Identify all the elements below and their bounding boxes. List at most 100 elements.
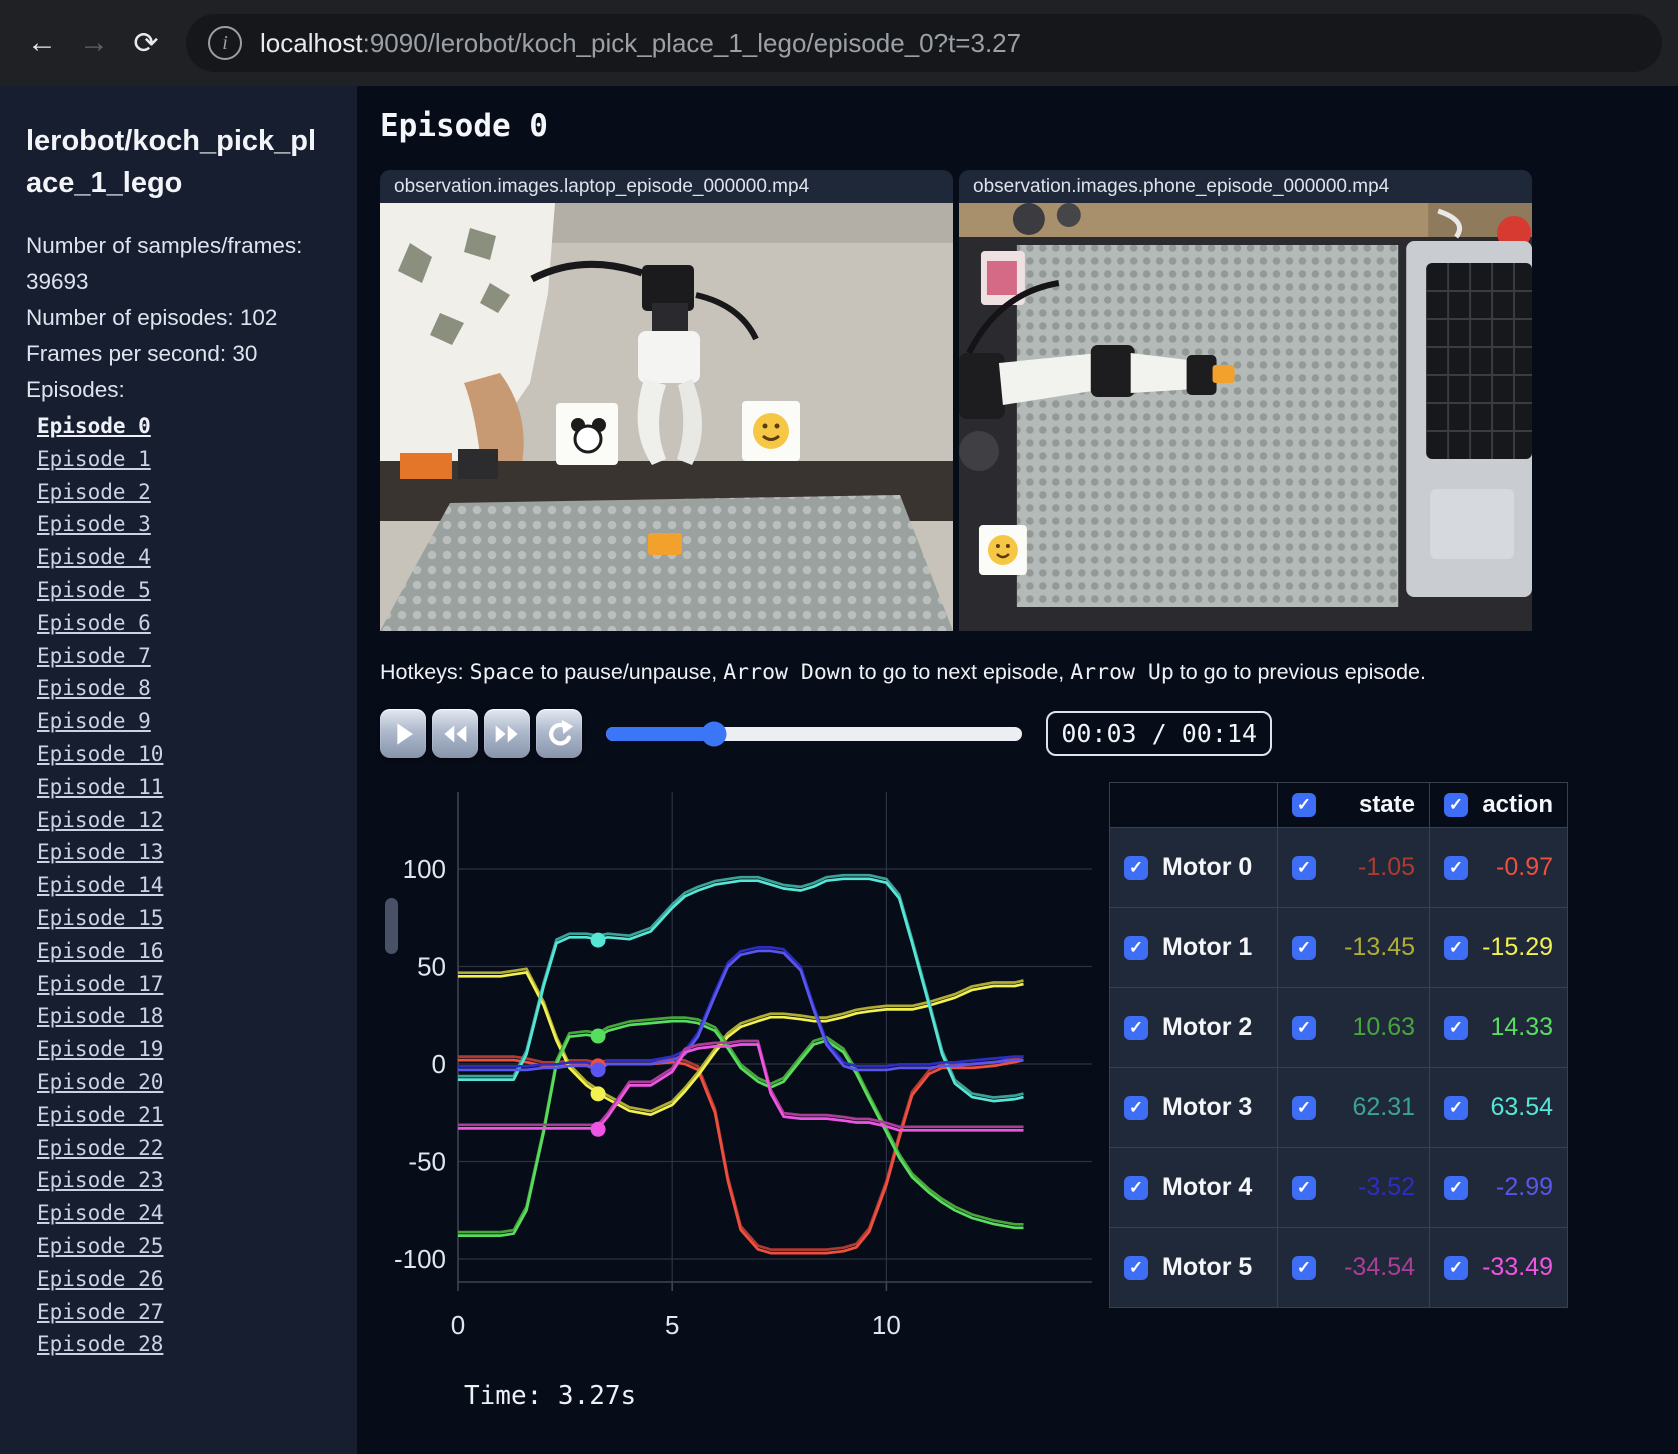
- play-icon: [397, 722, 413, 745]
- episode-link[interactable]: Episode 17: [37, 971, 164, 996]
- address-bar[interactable]: i localhost:9090/lerobot/koch_pick_place…: [186, 14, 1662, 72]
- state-checkbox[interactable]: ✓: [1292, 1255, 1316, 1280]
- motor-checkbox[interactable]: ✓: [1124, 1015, 1148, 1040]
- action-header-checkbox[interactable]: ✓: [1444, 793, 1468, 817]
- action-checkbox[interactable]: ✓: [1444, 935, 1468, 960]
- reload-icon[interactable]: ⟳: [133, 26, 159, 60]
- episode-link[interactable]: Episode 0: [37, 414, 151, 438]
- hotkey-arrow-down: Arrow Down: [723, 660, 853, 685]
- video-panel-phone: observation.images.phone_episode_000000.…: [959, 170, 1532, 631]
- episode-link[interactable]: Episode 28: [37, 1332, 164, 1357]
- site-info-icon[interactable]: i: [208, 26, 242, 60]
- motor-row: ✓ Motor 1 ✓ -13.45 ✓ -15.29: [1109, 907, 1568, 988]
- episode-link[interactable]: Episode 6: [37, 610, 151, 635]
- action-checkbox[interactable]: ✓: [1444, 1255, 1468, 1280]
- laptop-keyboard: [1426, 263, 1532, 459]
- motor-label: Motor 4: [1162, 1173, 1253, 1201]
- episode-link[interactable]: Episode 25: [37, 1233, 164, 1258]
- episode-link[interactable]: Episode 9: [37, 709, 151, 734]
- episode-link[interactable]: Episode 10: [37, 741, 164, 766]
- fast-forward-icon: [495, 725, 518, 742]
- action-checkbox[interactable]: ✓: [1444, 1175, 1468, 1200]
- episode-link[interactable]: Episode 15: [37, 905, 164, 930]
- fast-forward-button[interactable]: [484, 709, 530, 758]
- episode-link[interactable]: Episode 4: [37, 545, 151, 570]
- playback-controls: 00:03 / 00:14: [380, 709, 1272, 758]
- time-display: 00:03 / 00:14: [1046, 711, 1272, 756]
- episode-link[interactable]: Episode 1: [37, 446, 151, 471]
- episode-link[interactable]: Episode 23: [37, 1168, 164, 1193]
- url-path: :9090/lerobot/koch_pick_place_1_lego/epi…: [362, 27, 1022, 58]
- action-checkbox[interactable]: ✓: [1444, 1095, 1468, 1120]
- motor-checkbox[interactable]: ✓: [1124, 1255, 1148, 1280]
- stat-samples: Number of samples/frames: 39693: [26, 233, 303, 294]
- svg-text:0: 0: [451, 1310, 465, 1340]
- motor-chart[interactable]: 100 50 0 -50 -100 0 5 10: [380, 782, 1097, 1360]
- episode-link[interactable]: Episode 8: [37, 676, 151, 701]
- forward-icon[interactable]: →: [79, 26, 109, 59]
- episode-link[interactable]: Episode 20: [37, 1069, 164, 1094]
- video-laptop[interactable]: [380, 203, 953, 631]
- episode-link[interactable]: Episode 19: [37, 1037, 164, 1062]
- episode-list: Episode 0 Episode 1 Episode 2 Episode 3 Epis…: [26, 410, 357, 1361]
- episode-link[interactable]: Episode 24: [37, 1201, 164, 1226]
- video-panel-laptop: observation.images.laptop_episode_000000…: [380, 170, 953, 631]
- motor-checkbox[interactable]: ✓: [1124, 1095, 1148, 1120]
- episode-link[interactable]: Episode 18: [37, 1004, 164, 1029]
- episode-link[interactable]: Episode 14: [37, 873, 164, 898]
- page-title: Episode 0: [380, 108, 548, 144]
- state-value: -13.45: [1344, 933, 1415, 961]
- motor-label: Motor 1: [1162, 933, 1253, 961]
- svg-text:5: 5: [665, 1310, 679, 1340]
- robot-camera: [642, 265, 694, 311]
- state-checkbox[interactable]: ✓: [1292, 1175, 1316, 1200]
- slider-fill: [606, 726, 715, 741]
- episode-link[interactable]: Episode 11: [37, 774, 164, 799]
- lego-brick: [1212, 365, 1235, 383]
- slider-thumb[interactable]: [701, 721, 727, 746]
- loop-button[interactable]: [536, 709, 582, 758]
- episode-link[interactable]: Episode 12: [37, 807, 164, 832]
- laptop-trackpad: [1430, 489, 1515, 559]
- episode-link[interactable]: Episode 2: [37, 479, 151, 504]
- episode-link[interactable]: Episode 7: [37, 643, 151, 668]
- seek-slider[interactable]: [606, 721, 1023, 746]
- svg-text:0: 0: [432, 1049, 446, 1079]
- episode-link[interactable]: Episode 3: [37, 512, 151, 537]
- video-phone[interactable]: [959, 203, 1532, 631]
- episode-link[interactable]: Episode 21: [37, 1102, 164, 1127]
- state-value: 10.63: [1352, 1013, 1415, 1041]
- play-button[interactable]: [380, 709, 426, 758]
- state-checkbox[interactable]: ✓: [1292, 1015, 1316, 1040]
- state-header-checkbox[interactable]: ✓: [1292, 793, 1316, 817]
- action-value: -2.99: [1496, 1173, 1553, 1201]
- state-checkbox[interactable]: ✓: [1292, 935, 1316, 960]
- motor-checkbox[interactable]: ✓: [1124, 935, 1148, 960]
- motor-checkbox[interactable]: ✓: [1124, 1175, 1148, 1200]
- state-checkbox[interactable]: ✓: [1292, 855, 1316, 880]
- episode-link[interactable]: Episode 27: [37, 1299, 164, 1324]
- robot-finger-right: [677, 379, 702, 465]
- action-value: 14.33: [1490, 1013, 1553, 1041]
- state-checkbox[interactable]: ✓: [1292, 1095, 1316, 1120]
- rewind-icon: [444, 725, 467, 742]
- svg-text:-100: -100: [394, 1244, 446, 1274]
- episode-link[interactable]: Episode 22: [37, 1135, 164, 1160]
- episode-link[interactable]: Episode 5: [37, 577, 151, 602]
- episode-link[interactable]: Episode 26: [37, 1266, 164, 1291]
- back-icon[interactable]: ←: [27, 26, 57, 59]
- hotkeys-text: Hotkeys: Space to pause/unpause, Arrow D…: [380, 660, 1426, 685]
- scrollbar-thumb[interactable]: [385, 898, 398, 954]
- action-value: -0.97: [1496, 853, 1553, 881]
- action-value: -15.29: [1482, 933, 1553, 961]
- browser-chrome: ← → ⟳ i localhost:9090/lerobot/koch_pick…: [0, 0, 1678, 86]
- motor-checkbox[interactable]: ✓: [1124, 855, 1148, 880]
- state-header: state: [1358, 791, 1415, 818]
- action-checkbox[interactable]: ✓: [1444, 855, 1468, 880]
- motor-row: ✓ Motor 5 ✓ -34.54 ✓ -33.49: [1109, 1227, 1568, 1308]
- stat-episodes: Number of episodes: 102: [26, 305, 278, 330]
- episode-link[interactable]: Episode 16: [37, 938, 164, 963]
- episode-link[interactable]: Episode 13: [37, 840, 164, 865]
- action-checkbox[interactable]: ✓: [1444, 1015, 1468, 1040]
- rewind-button[interactable]: [432, 709, 478, 758]
